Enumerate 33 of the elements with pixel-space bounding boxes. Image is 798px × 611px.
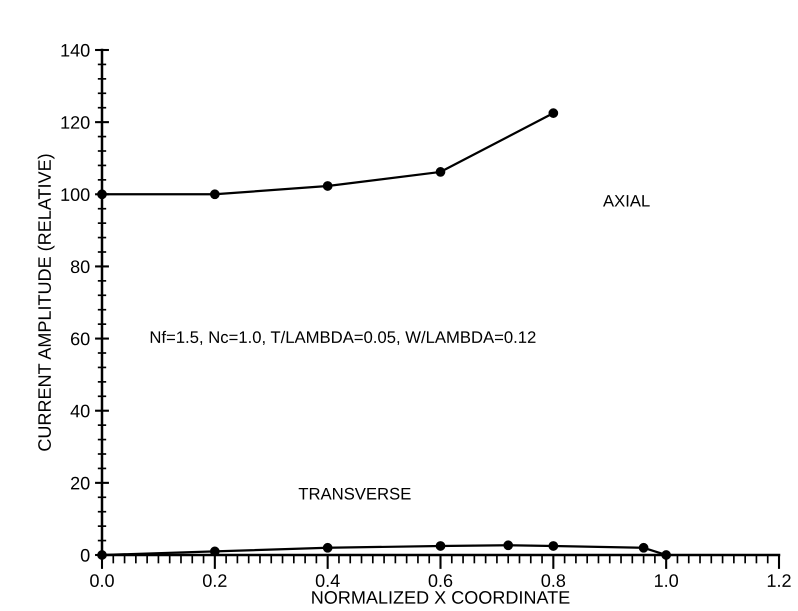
point xyxy=(210,546,220,556)
x-tick-label: 0.0 xyxy=(90,574,114,588)
point xyxy=(97,189,107,200)
x-tick-label: 1.0 xyxy=(654,574,678,588)
point xyxy=(661,550,672,560)
x-tick-label: 0.6 xyxy=(428,574,452,588)
point xyxy=(436,167,446,177)
x-axis-title: NORMALIZED X COORDINATE xyxy=(312,591,570,604)
x-tick-label: 1.2 xyxy=(768,574,791,587)
point xyxy=(638,542,648,553)
y-tick-label: 100 xyxy=(61,188,90,202)
y-tick-label: 20 xyxy=(71,476,90,490)
point xyxy=(503,540,514,550)
y-axis-title: CURRENT AMPLITUDE (RELATIVE) xyxy=(38,154,55,451)
point xyxy=(97,550,107,560)
point xyxy=(548,108,558,118)
point xyxy=(322,181,333,191)
y-tick-label: 40 xyxy=(70,404,90,418)
annotation: AXIAL xyxy=(603,195,650,207)
x-tick-label: 0.2 xyxy=(202,574,226,588)
point xyxy=(210,189,220,200)
y-tick-label: 140 xyxy=(61,44,90,57)
x-tick-label: 0.8 xyxy=(541,574,566,588)
annotation: TRANSVERSE xyxy=(298,488,411,500)
y-tick-label: 60 xyxy=(71,332,90,346)
point xyxy=(322,542,333,553)
x-tick-label: 0.4 xyxy=(316,574,340,588)
y-tick-label: 0 xyxy=(80,548,90,562)
point xyxy=(436,541,446,551)
point xyxy=(548,541,558,551)
annotation: Nf=1.5, Nc=1.0, T/LAMBDA=0.05, W/LAMBDA=0.12 xyxy=(150,330,536,346)
y-tick-label: 120 xyxy=(61,116,90,129)
y-tick-label: 80 xyxy=(70,260,90,274)
